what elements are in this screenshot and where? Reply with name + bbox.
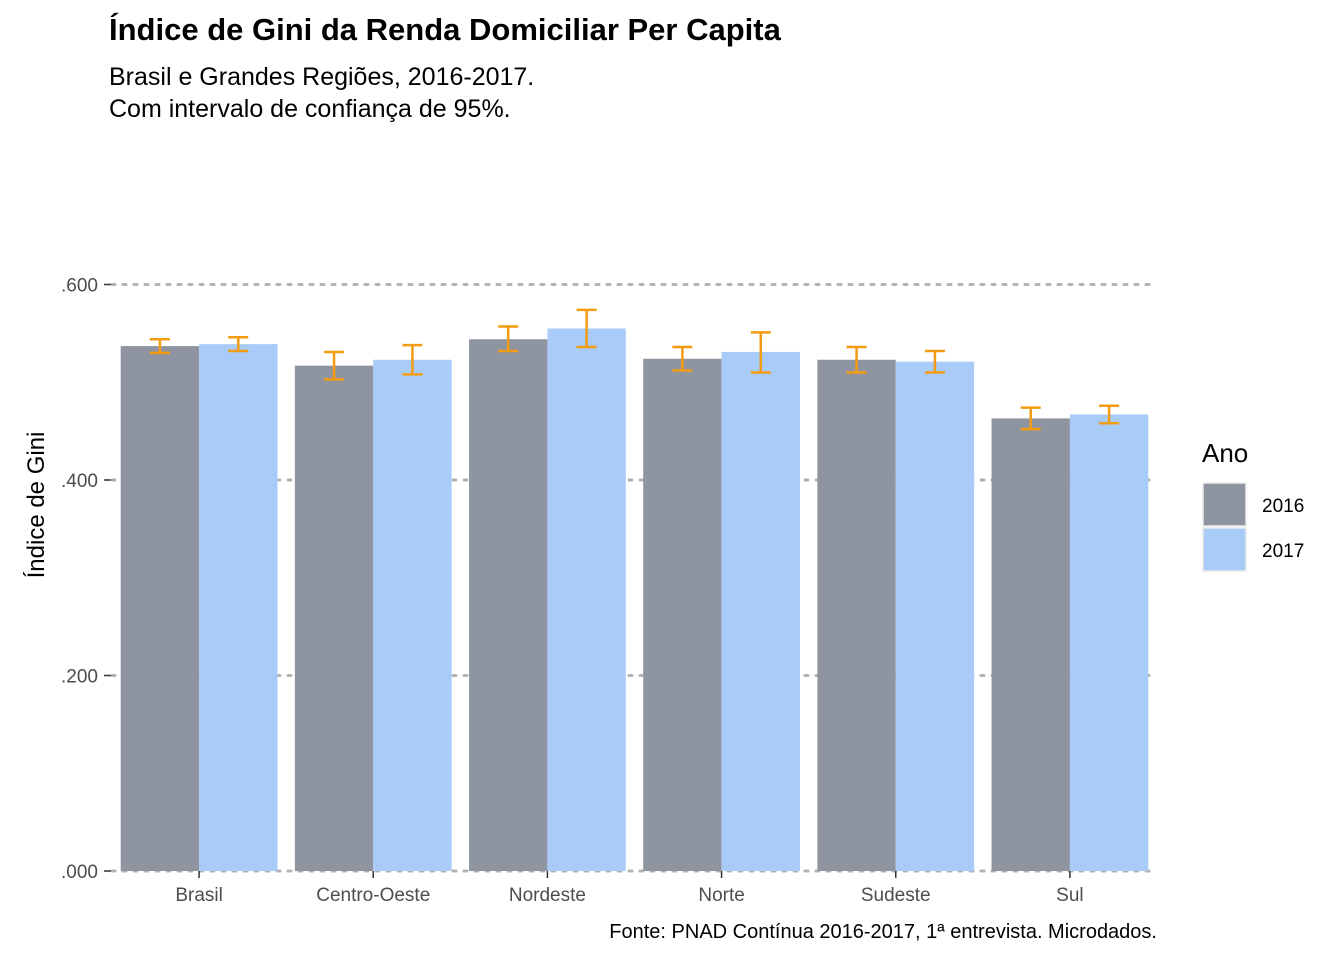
legend: Ano 2016 2017 xyxy=(1202,438,1304,572)
bar-norte-2016 xyxy=(643,358,722,871)
y-tick-label-0: .000 xyxy=(61,862,98,883)
errorbar-centro-oeste-2017 xyxy=(402,343,423,376)
y-axis-title: Índice de Gini xyxy=(23,432,50,579)
y-tick-label-1: .200 xyxy=(61,667,98,688)
chart-title: Índice de Gini da Renda Domiciliar Per C… xyxy=(109,12,782,47)
bar-norte-2017 xyxy=(721,351,800,871)
y-tick-label-3: .600 xyxy=(61,276,98,297)
errorbar-nordeste-2017 xyxy=(576,308,597,349)
errorbar-nordeste-2016 xyxy=(498,325,519,353)
bar-centro-oeste-2016 xyxy=(294,365,374,871)
errorbar-sul-2017 xyxy=(1099,404,1120,425)
bar-sul-2016 xyxy=(991,418,1070,871)
chart-subtitle-line-2: Com intervalo de confiança de 95%. xyxy=(109,95,511,123)
chart-subtitle-line-1: Brasil e Grandes Regiões, 2016-2017. xyxy=(109,63,534,91)
errorbar-brasil-2017 xyxy=(228,336,249,353)
legend-title: Ano xyxy=(1202,438,1248,468)
errorbar-centro-oeste-2016 xyxy=(324,350,345,381)
x-tick-label-2: Nordeste xyxy=(509,885,586,906)
y-tick-label-2: .400 xyxy=(61,471,98,492)
errorbar-sudeste-2016 xyxy=(846,345,867,374)
legend-label-2016: 2016 xyxy=(1262,496,1304,517)
gridlines xyxy=(110,283,1159,873)
bar-sudeste-2017 xyxy=(895,361,975,871)
x-tick-label-3: Norte xyxy=(698,885,744,906)
x-tick-label-5: Sul xyxy=(1056,885,1083,906)
legend-key-2016 xyxy=(1202,482,1247,527)
bar-centro-oeste-2017 xyxy=(373,359,452,871)
bar-nordeste-2016 xyxy=(469,339,548,871)
errorbar-sudeste-2017 xyxy=(924,349,945,374)
chart-caption: Fonte: PNAD Contínua 2016-2017, 1ª entre… xyxy=(609,921,1157,943)
bar-brasil-2017 xyxy=(199,344,278,871)
error-bars xyxy=(149,308,1120,431)
x-axis: Brasil Centro-Oeste Nordeste Norte Sudeste Su… xyxy=(175,871,1084,906)
x-tick-label-1: Centro-Oeste xyxy=(316,885,430,906)
bar-sudeste-2016 xyxy=(817,359,896,871)
errorbar-norte-2017 xyxy=(750,331,771,374)
y-axis: .000 .200 .400 .600 xyxy=(61,276,111,883)
bar-nordeste-2017 xyxy=(547,328,626,871)
bar-sul-2017 xyxy=(1069,414,1149,871)
x-tick-label-4: Sudeste xyxy=(861,885,931,906)
errorbar-sul-2016 xyxy=(1020,406,1041,431)
legend-key-2017 xyxy=(1202,527,1247,572)
errorbar-norte-2016 xyxy=(672,345,693,372)
errorbar-brasil-2016 xyxy=(149,337,170,355)
x-tick-label-0: Brasil xyxy=(175,885,223,906)
bar-brasil-2016 xyxy=(120,346,200,871)
bars xyxy=(120,328,1149,871)
legend-label-2017: 2017 xyxy=(1262,541,1304,562)
